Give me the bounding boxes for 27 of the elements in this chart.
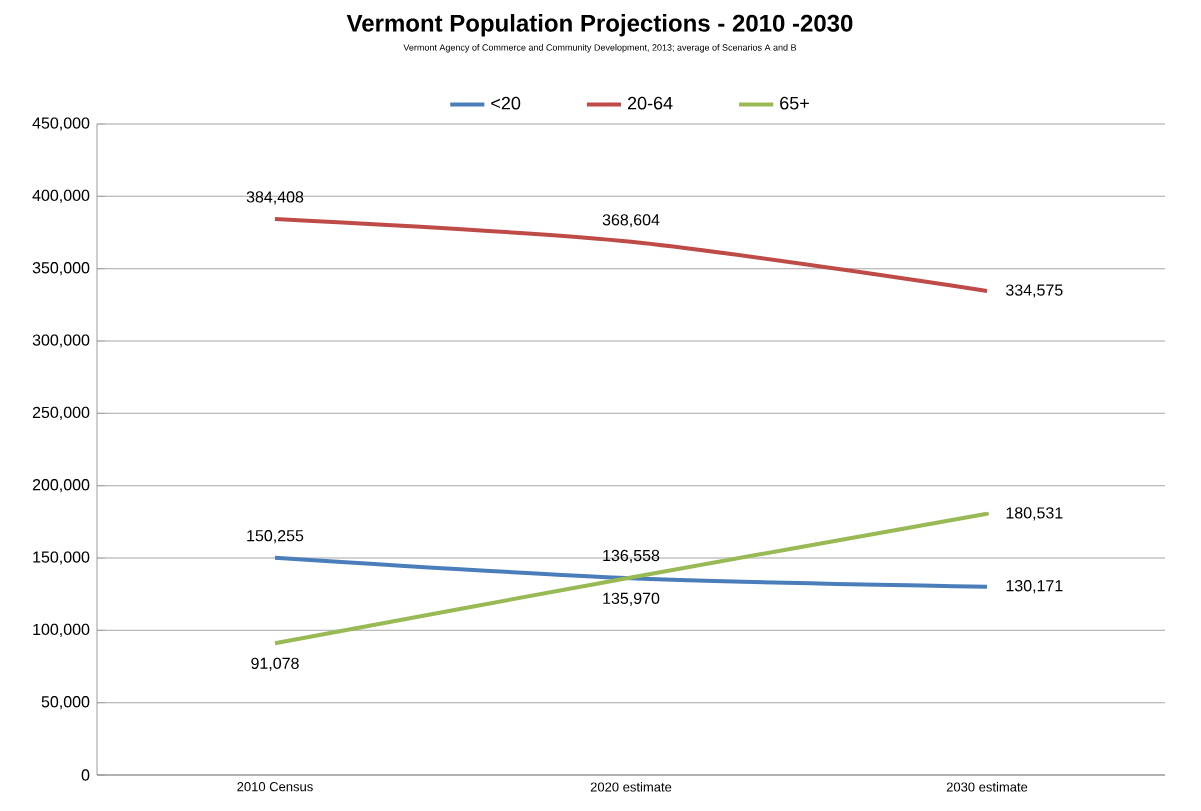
- y-tick-label: 0: [81, 769, 90, 781]
- data-label: 150,255: [247, 530, 304, 544]
- data-label: 136,558: [603, 549, 660, 564]
- legend-label: 20-64: [627, 96, 673, 110]
- y-tick-label: 450,000: [32, 117, 90, 131]
- chart-subtitle: Vermont Agency of Commerce and Community Development, 2013; average of Scenarios A and B: [403, 44, 797, 53]
- legend-label: 65+: [780, 96, 809, 110]
- data-label: 384,408: [246, 191, 304, 205]
- y-tick-label: 150,000: [33, 551, 90, 565]
- data-label: 334,575: [1006, 284, 1063, 298]
- chart-title: Vermont Population Projections - 2010 -2030: [346, 14, 853, 37]
- data-label: 368,604: [602, 214, 660, 228]
- y-tick-label: 300,000: [32, 334, 90, 348]
- data-label: 130,171: [1006, 580, 1063, 594]
- x-tick-label: 2020 estimate: [590, 782, 672, 792]
- x-tick-label: 2010 Census: [237, 782, 313, 792]
- y-tick-label: 400,000: [32, 189, 90, 203]
- data-label: 135,970: [603, 592, 660, 606]
- y-tick-label: 350,000: [32, 262, 90, 276]
- y-tick-label: 250,000: [32, 406, 90, 420]
- x-tick-label: 2030 estimate: [946, 782, 1028, 792]
- y-tick-label: 100,000: [33, 623, 90, 637]
- legend-label: <20: [491, 96, 521, 110]
- y-tick-label: 50,000: [41, 696, 90, 710]
- data-label: 91,078: [251, 657, 299, 671]
- y-tick-label: 200,000: [32, 479, 90, 493]
- data-label: 180,531: [1006, 507, 1063, 521]
